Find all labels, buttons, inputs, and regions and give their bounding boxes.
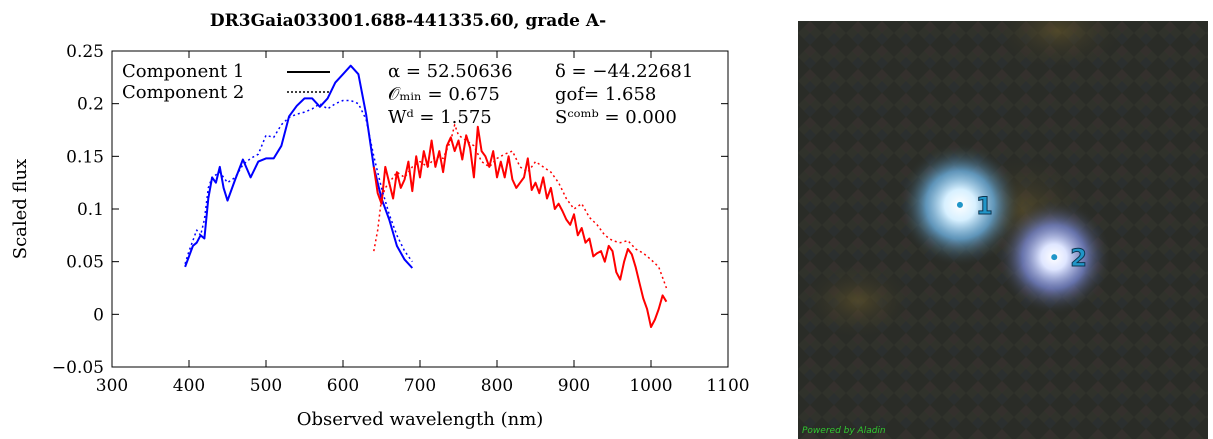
source-marker-label: 1 bbox=[976, 192, 993, 220]
series-component-2-red bbox=[373, 123, 668, 289]
annotation-delta: δ = −44.22681 bbox=[555, 61, 693, 82]
chart-title: DR3Gaia033001.688-441335.60, grade A- bbox=[210, 11, 606, 31]
source-markers: 12 bbox=[956, 191, 1087, 273]
legend-label-component-2: Component 2 bbox=[122, 82, 244, 103]
annotation-omin: 𝒪ₘᵢₙ = 0.675 bbox=[388, 84, 500, 105]
y-tick-label: 0.05 bbox=[66, 253, 104, 273]
x-tick-label: 800 bbox=[481, 376, 513, 396]
x-tick-label: 300 bbox=[96, 376, 128, 396]
x-tick-label: 400 bbox=[173, 376, 205, 396]
series-layer bbox=[184, 64, 668, 328]
x-tick-label: 600 bbox=[327, 376, 359, 396]
series-component-1-blue bbox=[184, 64, 414, 269]
y-tick-label: −0.05 bbox=[52, 358, 104, 378]
y-axis-label: Scaled flux bbox=[10, 159, 31, 260]
source-marker-dot bbox=[956, 201, 963, 208]
aladin-credit: Powered by Aladin bbox=[802, 426, 886, 436]
x-tick-label: 900 bbox=[558, 376, 590, 396]
series-component-2-blue bbox=[184, 99, 413, 265]
x-tick-label: 1000 bbox=[629, 376, 672, 396]
fit-annotations: α = 52.50636 δ = −44.22681 𝒪ₘᵢₙ = 0.675 … bbox=[388, 61, 693, 128]
series-component-1-red bbox=[372, 125, 668, 328]
x-axis-label: Observed wavelength (nm) bbox=[297, 409, 544, 430]
legend: Component 1 Component 2 bbox=[122, 61, 330, 103]
y-axis: −0.05 0 0.05 0.1 0.15 0.2 0.25 bbox=[52, 42, 728, 378]
annotation-wd: Wᵈ = 1.575 bbox=[388, 107, 492, 128]
x-tick-label: 700 bbox=[404, 376, 436, 396]
x-tick-label: 500 bbox=[250, 376, 282, 396]
spectrum-chart: DR3Gaia033001.688-441335.60, grade A- 30… bbox=[10, 11, 750, 430]
annotation-alpha: α = 52.50636 bbox=[388, 61, 513, 82]
y-tick-label: 0.15 bbox=[66, 147, 104, 167]
x-axis: 300 400 500 600 700 800 900 1000 1100 bbox=[96, 51, 750, 396]
y-tick-label: 0.25 bbox=[66, 42, 104, 62]
background-glow bbox=[798, 261, 918, 341]
source-marker-dot bbox=[1051, 254, 1058, 261]
source-marker-label: 2 bbox=[1070, 244, 1087, 272]
x-tick-label: 1100 bbox=[706, 376, 749, 396]
legend-label-component-1: Component 1 bbox=[122, 61, 244, 82]
y-tick-label: 0.1 bbox=[77, 200, 104, 220]
y-tick-label: 0 bbox=[93, 305, 104, 325]
y-tick-label: 0.2 bbox=[77, 95, 104, 115]
annotation-scomb: Sᶜᵒᵐᵇ = 0.000 bbox=[555, 107, 677, 128]
background-glow bbox=[988, 21, 1128, 71]
annotation-gof: gof= 1.658 bbox=[555, 84, 656, 105]
